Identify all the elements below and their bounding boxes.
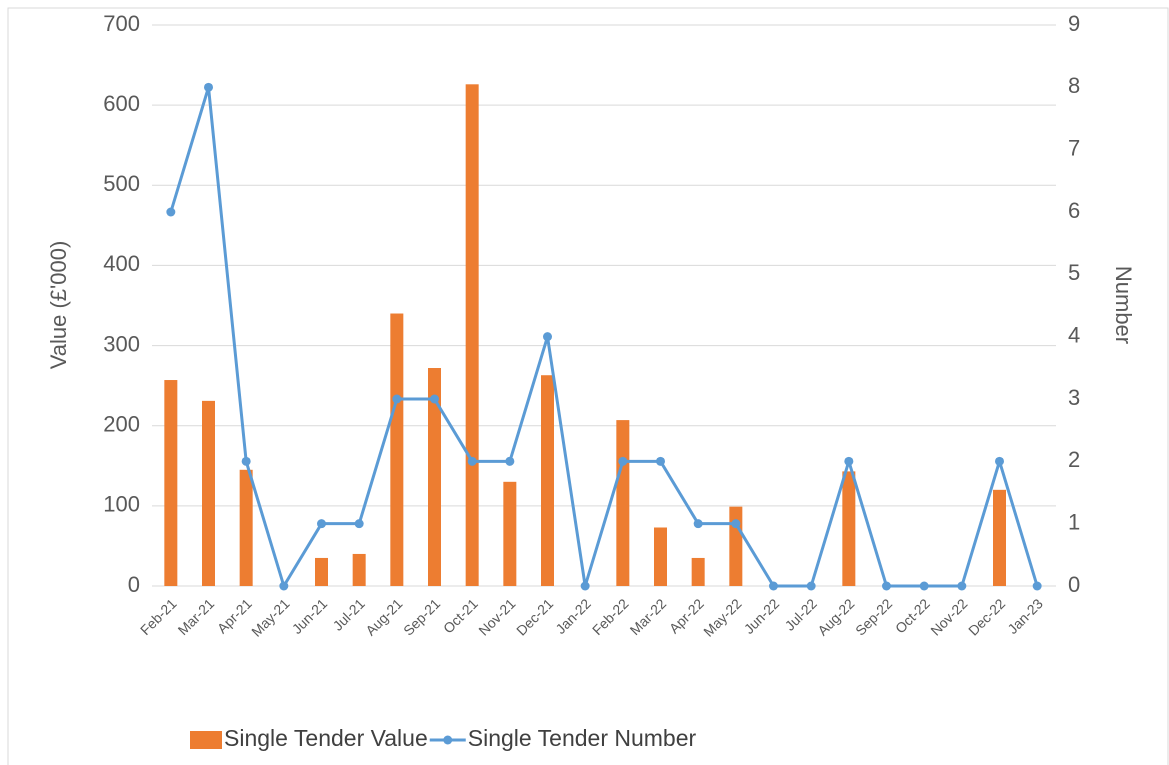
x-tick-label: Dec-22: [965, 595, 1008, 638]
line-marker: [241, 456, 251, 466]
x-tick-label: May-22: [700, 595, 744, 639]
line-marker: [693, 519, 703, 529]
line-marker: [317, 519, 326, 529]
y-tick-label: 700: [103, 11, 140, 36]
line-marker: [919, 581, 929, 591]
bar: [993, 489, 1006, 586]
x-tick-label: Feb-21: [137, 595, 180, 638]
x-tick-label: Jun-21: [289, 595, 331, 637]
chart-frame: [7, 7, 1169, 765]
x-tick-label: Sep-21: [400, 595, 443, 638]
y-tick-label: 600: [103, 91, 140, 116]
bar: [691, 557, 705, 586]
x-tick-label: Sep-22: [852, 595, 895, 638]
line-marker: [279, 581, 289, 591]
y-tick-label: 300: [103, 331, 140, 356]
y-tick-label: 400: [103, 251, 140, 276]
x-tick-label: Jan-23: [1004, 595, 1046, 637]
legend-swatch-marker: [443, 735, 453, 745]
x-tick-label: Oct-22: [892, 595, 933, 636]
x-tick-label: Jan-22: [552, 595, 594, 637]
y-tick-label: 100: [103, 492, 140, 517]
bar: [616, 420, 630, 586]
line-marker: [731, 519, 741, 529]
line-marker: [882, 581, 891, 591]
line-marker: [467, 456, 477, 466]
bar: [428, 368, 441, 586]
bar: [842, 471, 856, 586]
x-tick-label: Feb-22: [589, 595, 632, 638]
x-tick-label: Nov-21: [475, 595, 518, 638]
x-tick-label: Mar-22: [627, 595, 670, 638]
line-marker: [618, 456, 628, 466]
bar: [164, 380, 178, 586]
x-tick-label: Aug-21: [362, 595, 405, 638]
y2-axis-title: Number: [1111, 266, 1136, 344]
line: [169, 85, 1039, 588]
bar: [315, 557, 328, 586]
bar: [541, 375, 554, 586]
line-marker: [995, 456, 1004, 466]
y-tick-label: 0: [128, 572, 140, 597]
y2-tick-label: 2: [1068, 447, 1080, 472]
y2-tick-label: 4: [1068, 322, 1080, 347]
bar: [465, 84, 479, 586]
line-marker: [505, 456, 515, 466]
line-marker: [166, 207, 176, 217]
x-tick-label: Nov-22: [927, 595, 970, 638]
line-marker: [543, 332, 552, 342]
line-marker: [392, 394, 402, 404]
bar: [239, 469, 253, 586]
x-tick-label: Mar-21: [175, 595, 218, 638]
line-marker: [430, 394, 439, 404]
legend-swatch: [190, 731, 222, 749]
legend-label: Single Tender Value: [224, 725, 428, 751]
line-marker: [957, 581, 967, 591]
y-axis-title: Value (£'000): [46, 241, 71, 370]
x-tick-label: Dec-21: [513, 595, 556, 638]
y2-tick-label: 5: [1068, 260, 1080, 285]
line-marker: [1032, 581, 1042, 591]
bar: [202, 400, 215, 586]
bar: [390, 313, 404, 586]
line-marker: [769, 581, 778, 591]
y-tick-label: 200: [103, 412, 140, 437]
y2-tick-label: 8: [1068, 73, 1080, 98]
line-marker: [806, 581, 816, 591]
legend-label: Single Tender Number: [468, 725, 697, 751]
bar: [352, 553, 366, 586]
y2-tick-label: 3: [1068, 385, 1080, 410]
line-marker: [844, 456, 854, 466]
line-marker: [354, 519, 364, 529]
line-marker: [580, 581, 590, 591]
y2-tick-label: 9: [1068, 11, 1080, 36]
y2-tick-label: 6: [1068, 198, 1080, 223]
y-tick-label: 500: [103, 171, 140, 196]
bar: [503, 481, 517, 586]
line-marker: [656, 456, 665, 466]
x-tick-label: May-21: [248, 595, 292, 639]
y2-tick-label: 0: [1068, 572, 1080, 597]
line-marker: [204, 82, 213, 92]
y2-tick-label: 7: [1068, 135, 1080, 160]
bar: [654, 527, 667, 586]
y2-tick-label: 1: [1068, 509, 1080, 534]
x-tick-label: Jun-22: [741, 595, 783, 637]
x-tick-label: Aug-22: [814, 595, 857, 638]
x-tick-label: Oct-21: [440, 595, 481, 636]
bar: [729, 506, 743, 586]
